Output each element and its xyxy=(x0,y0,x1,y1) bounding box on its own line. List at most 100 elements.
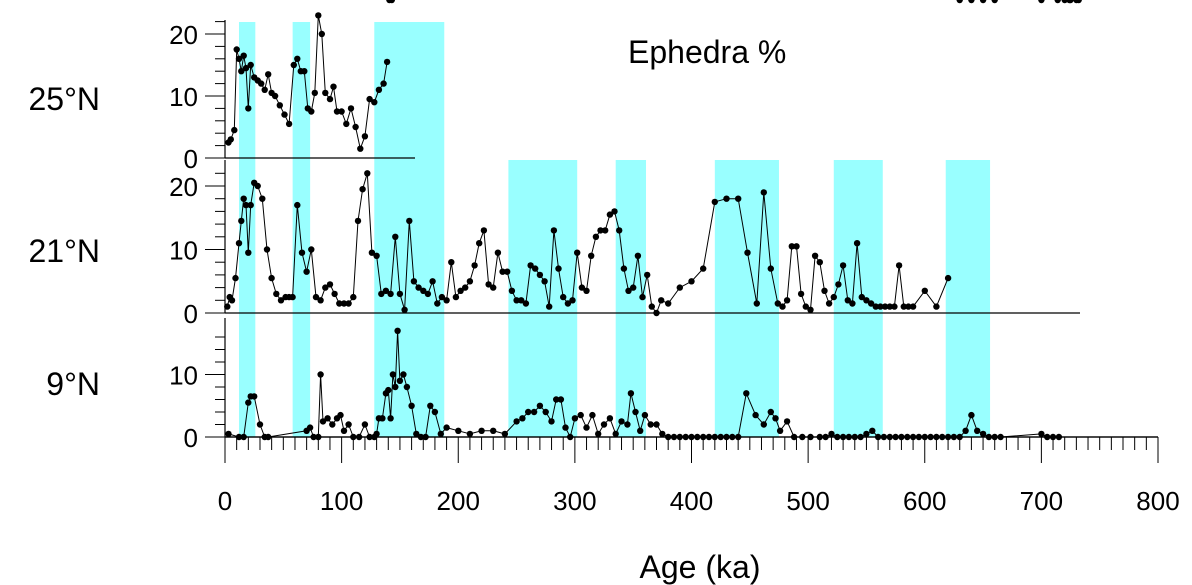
data-point xyxy=(658,297,665,304)
data-point xyxy=(392,383,399,391)
data-point xyxy=(835,281,842,288)
data-point xyxy=(333,108,341,115)
data-point xyxy=(476,240,483,247)
data-point xyxy=(413,430,420,438)
data-point xyxy=(811,252,819,259)
data-point xyxy=(676,284,683,291)
data-point xyxy=(991,0,998,4)
data-point xyxy=(639,293,646,301)
data-point xyxy=(641,411,649,419)
data-point xyxy=(508,287,516,294)
data-point xyxy=(240,52,247,59)
x-axis-label: Age (ka) xyxy=(640,549,761,585)
data-point xyxy=(401,306,408,313)
data-point xyxy=(625,287,632,294)
data-point xyxy=(900,303,907,310)
data-point xyxy=(555,265,562,272)
data-point xyxy=(443,424,450,431)
data-point xyxy=(869,427,876,434)
data-point xyxy=(308,108,315,115)
data-point xyxy=(308,246,315,253)
data-point xyxy=(611,208,618,215)
data-point xyxy=(504,268,511,275)
data-point xyxy=(653,421,660,428)
data-point xyxy=(630,284,637,291)
data-point xyxy=(336,300,343,307)
data-point xyxy=(259,195,266,202)
data-point xyxy=(583,287,590,294)
data-point xyxy=(767,408,774,416)
data-point xyxy=(909,303,917,310)
data-point xyxy=(637,427,644,434)
data-point xyxy=(429,278,436,285)
data-point xyxy=(366,95,373,103)
panel-label: 21°N xyxy=(29,233,101,269)
data-point xyxy=(373,252,380,259)
data-point xyxy=(322,89,329,97)
data-point xyxy=(772,415,779,422)
data-point xyxy=(373,430,380,438)
data-point xyxy=(420,287,427,294)
data-point xyxy=(242,201,250,209)
data-point xyxy=(263,246,271,253)
data-point xyxy=(228,297,236,304)
data-point xyxy=(245,399,252,406)
data-point xyxy=(452,293,460,301)
data-point xyxy=(347,105,355,112)
data-point xyxy=(235,240,243,247)
panel-0: 0 10 20 25°N xyxy=(29,0,415,174)
data-point xyxy=(240,195,247,202)
data-point xyxy=(553,396,560,403)
data-point xyxy=(331,290,338,298)
data-point xyxy=(424,290,432,298)
data-point xyxy=(779,303,786,310)
data-point xyxy=(359,186,366,193)
x-tick-label: 400 xyxy=(670,486,713,516)
data-point xyxy=(290,61,297,69)
data-point xyxy=(783,418,791,425)
data-point xyxy=(522,300,530,307)
data-point xyxy=(530,408,538,416)
data-point xyxy=(600,421,608,428)
data-point xyxy=(659,430,666,438)
y-tick-label: 20 xyxy=(169,172,198,202)
data-point xyxy=(536,271,544,279)
data-point xyxy=(825,300,833,307)
x-tick-label: 100 xyxy=(320,486,363,516)
data-point xyxy=(921,287,928,294)
data-point xyxy=(247,61,254,69)
x-tick-label: 800 xyxy=(1136,486,1179,516)
data-point xyxy=(853,240,861,247)
data-point xyxy=(569,297,576,304)
data-point xyxy=(1054,0,1061,4)
data-point xyxy=(242,64,250,72)
data-point xyxy=(480,227,488,234)
data-point xyxy=(251,393,258,400)
panel-2: 0 10 9°N xyxy=(46,0,1158,453)
data-point xyxy=(364,170,371,177)
data-point xyxy=(225,430,232,438)
data-point xyxy=(289,293,296,301)
data-point xyxy=(324,415,331,422)
panel-label: 25°N xyxy=(29,81,101,117)
data-point xyxy=(281,111,288,118)
data-point xyxy=(361,133,369,140)
data-point xyxy=(767,265,774,272)
data-point xyxy=(227,136,234,143)
shaded-interval-1 xyxy=(292,22,311,437)
data-point xyxy=(519,415,526,422)
data-point xyxy=(536,402,544,409)
data-point xyxy=(340,300,348,307)
data-point xyxy=(974,427,981,434)
data-point xyxy=(389,371,397,378)
data-point xyxy=(485,281,492,288)
data-point xyxy=(437,430,444,438)
data-point xyxy=(620,265,628,272)
data-point xyxy=(427,402,434,409)
data-point xyxy=(562,424,569,431)
data-point xyxy=(224,303,231,310)
data-point xyxy=(588,252,595,259)
data-point xyxy=(624,421,631,428)
data-point xyxy=(245,249,252,256)
data-point xyxy=(774,300,781,307)
